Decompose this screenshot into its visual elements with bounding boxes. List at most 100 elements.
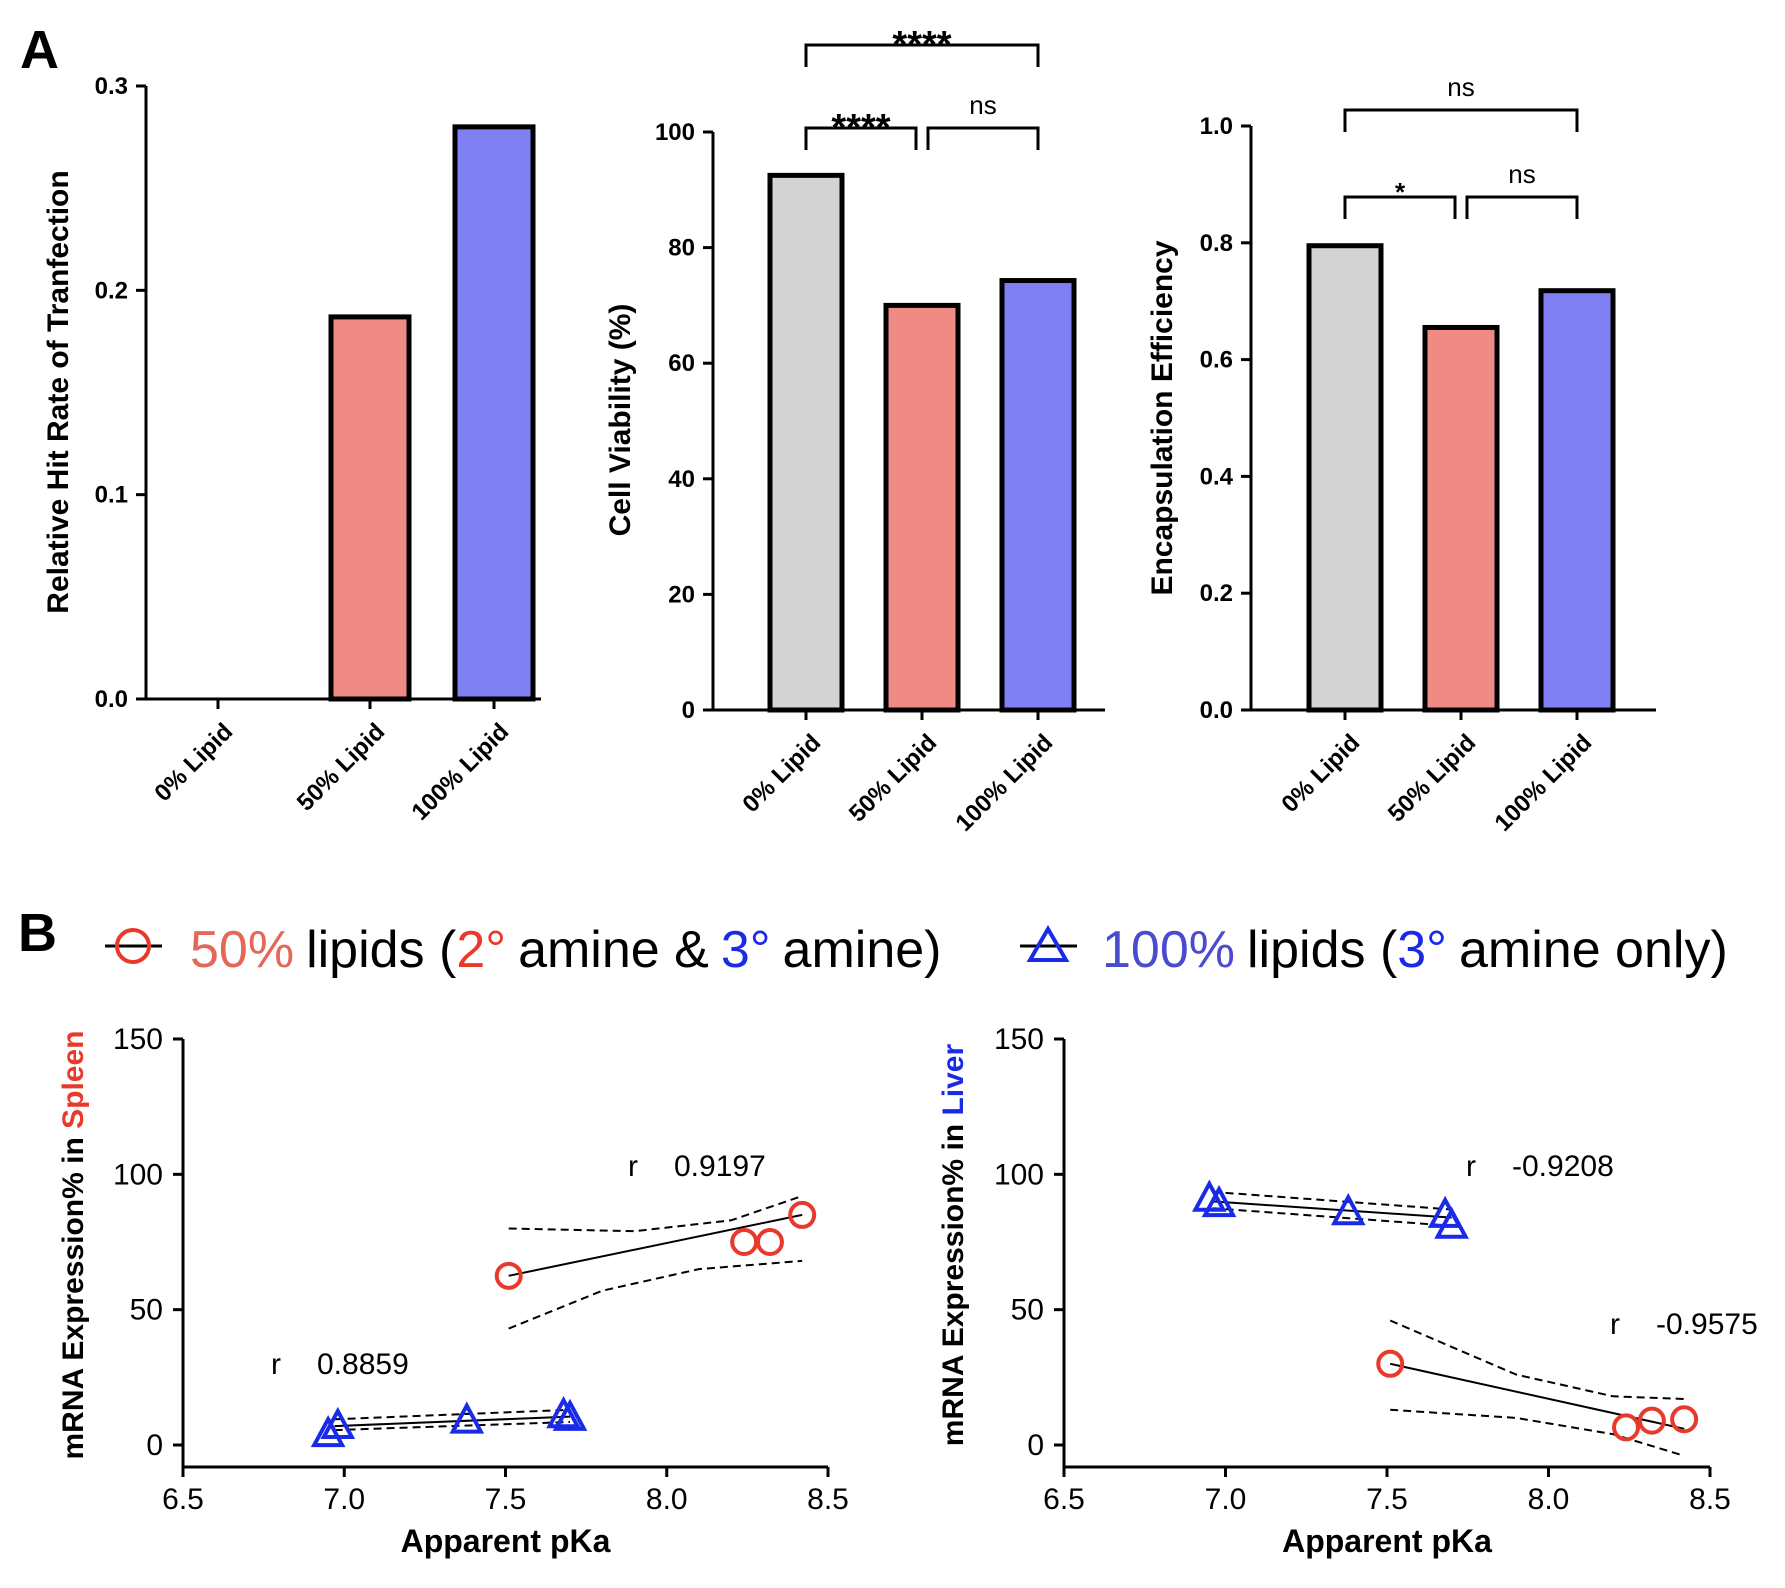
y-tick-label: 80 bbox=[668, 235, 695, 262]
x-tick-label: 50% Lipid bbox=[292, 718, 390, 816]
data-point-triangle bbox=[310, 1414, 346, 1448]
y-tick-label: 0.0 bbox=[95, 686, 128, 713]
y-tick-label: 100 bbox=[994, 1158, 1044, 1191]
x-tick-label: 8.5 bbox=[807, 1483, 849, 1516]
x-tick-label: 100% Lipid bbox=[406, 718, 514, 826]
scatter-chart-1: 0 50 100 150 6.5 7.0 7.5 8.0 8.5 Apparent pKa mRNA… bbox=[57, 1023, 849, 1559]
scatter-chart-2: 0 50 100 150 6.5 7.0 7.5 8.0 8.5 Apparent pKa mRNA… bbox=[937, 1023, 1758, 1559]
legend-series-1: 50% lipids (2° amine & 3° amine) bbox=[190, 921, 942, 979]
legend-s1-w1: lipids ( bbox=[306, 921, 457, 979]
r-value: -0.9208 bbox=[1512, 1150, 1614, 1183]
data-point-circle bbox=[755, 1228, 784, 1256]
y-axis-label-prefix: mRNA Expression% in bbox=[57, 1129, 90, 1460]
x-tick-label: 8.5 bbox=[1689, 1483, 1731, 1516]
data-point-circle bbox=[788, 1200, 817, 1229]
legend-s2-deg3: 3° bbox=[1397, 921, 1447, 979]
x-tick-label: 100% Lipid bbox=[1489, 729, 1597, 837]
x-tick-label: 50% Lipid bbox=[1383, 729, 1481, 827]
x-tick-label: 0% Lipid bbox=[1276, 729, 1365, 818]
charts: 0.00.10.20.30% Lipid 50% Lipid 100% LipidR… bbox=[42, 24, 1758, 1559]
x-tick-label: 7.0 bbox=[1205, 1483, 1247, 1516]
data-point-triangle bbox=[449, 1401, 485, 1434]
y-tick-label: 0 bbox=[1027, 1429, 1044, 1462]
legend-s1-deg3: 3° bbox=[721, 921, 771, 979]
data-point-circle bbox=[1670, 1405, 1699, 1434]
legend-s1-w2: amine & bbox=[518, 921, 709, 979]
panel-label-a: A bbox=[20, 20, 59, 80]
r-label: r bbox=[271, 1348, 281, 1381]
ci-upper bbox=[508, 1195, 803, 1233]
r-label: r bbox=[1466, 1150, 1476, 1183]
data-point-triangle bbox=[1330, 1193, 1366, 1226]
y-tick-label: 0.6 bbox=[1200, 347, 1233, 374]
ci-lower bbox=[1212, 1207, 1452, 1227]
x-tick-label: 8.0 bbox=[1528, 1483, 1570, 1516]
x-tick-label: 100% Lipid bbox=[950, 729, 1058, 837]
fit-line bbox=[508, 1213, 803, 1277]
legend-s1-w3: amine) bbox=[783, 921, 942, 979]
y-tick-label: 100 bbox=[655, 119, 695, 146]
significance-bracket bbox=[1343, 195, 1457, 219]
legend-s2-w2: amine only) bbox=[1459, 921, 1728, 979]
y-tick-label: 0.2 bbox=[95, 277, 128, 304]
fit-line bbox=[1212, 1200, 1452, 1219]
r-label: r bbox=[1610, 1308, 1620, 1341]
significance-label: ns bbox=[969, 90, 996, 120]
bar-2 bbox=[328, 314, 412, 702]
r-value: 0.9197 bbox=[674, 1150, 766, 1183]
y-axis-label-organ: Spleen bbox=[57, 1030, 90, 1128]
data-point-triangle bbox=[320, 1406, 356, 1440]
r-value: -0.9575 bbox=[1656, 1308, 1758, 1341]
y-tick-label: 0.1 bbox=[95, 482, 128, 509]
bar-2 bbox=[1422, 324, 1500, 713]
x-tick-label: 6.5 bbox=[162, 1483, 204, 1516]
ci-upper bbox=[334, 1408, 571, 1421]
y-tick-label: 0.2 bbox=[1200, 580, 1233, 607]
x-tick-label: 0% Lipid bbox=[149, 718, 238, 807]
x-tick-label: 7.5 bbox=[1366, 1483, 1408, 1516]
y-tick-label: 50 bbox=[1011, 1294, 1044, 1327]
significance-label: **** bbox=[892, 24, 951, 66]
bar-3 bbox=[1538, 288, 1616, 713]
significance-bracket bbox=[804, 126, 918, 150]
y-axis-label: mRNA Expression% in Liver bbox=[937, 1044, 970, 1447]
legend-s2-w1: lipids ( bbox=[1247, 921, 1398, 979]
legend-triangle-marker bbox=[1020, 925, 1077, 962]
significance-bracket bbox=[1465, 195, 1579, 219]
bar-chart-2: 0 20 40 60 80 100 0% Lipid 50% Lipid 100% Lipid C… bbox=[604, 24, 1105, 837]
significance-bracket bbox=[804, 43, 1040, 67]
legend-s2-pct: 100% bbox=[1102, 921, 1235, 979]
y-tick-label: 0.4 bbox=[1200, 463, 1234, 490]
y-tick-label: 0.8 bbox=[1200, 230, 1233, 257]
y-tick-label: 0 bbox=[146, 1429, 163, 1462]
y-tick-label: 100 bbox=[113, 1158, 163, 1191]
ci-lower bbox=[508, 1259, 803, 1330]
y-axis-label-organ: Liver bbox=[937, 1044, 970, 1116]
legend-circle-marker bbox=[105, 928, 162, 964]
y-axis-label: Relative Hit Rate of Tranfection bbox=[42, 170, 75, 613]
x-tick-label: 7.5 bbox=[485, 1483, 527, 1516]
y-tick-label: 150 bbox=[994, 1023, 1044, 1056]
x-tick-label: 7.0 bbox=[323, 1483, 365, 1516]
bar-3 bbox=[452, 124, 536, 702]
bar-chart-3: 0.0 0.2 0.4 0.6 0.8 1.0 0% Lipid 50% Lipid 100% … bbox=[1146, 72, 1656, 837]
x-axis-label: Apparent pKa bbox=[1282, 1523, 1492, 1559]
data-point-circle bbox=[1612, 1413, 1641, 1442]
y-tick-label: 60 bbox=[668, 350, 695, 377]
y-tick-label: 0 bbox=[682, 697, 695, 724]
y-tick-label: 0.0 bbox=[1200, 697, 1233, 724]
data-point-circle bbox=[730, 1228, 759, 1256]
ci-lower bbox=[1390, 1408, 1685, 1457]
data-point-triangle bbox=[1434, 1206, 1469, 1239]
significance-bracket bbox=[926, 126, 1040, 150]
data-point-triangle bbox=[546, 1396, 581, 1429]
r-label: r bbox=[628, 1150, 638, 1183]
significance-label: ns bbox=[1447, 72, 1474, 102]
y-axis-label: mRNA Expression% in Spleen bbox=[57, 1030, 90, 1459]
y-tick-label: 0.3 bbox=[95, 73, 128, 100]
data-point-circle bbox=[1376, 1349, 1405, 1378]
legend: 50% lipids (2° amine & 3° amine) 100% lipids … bbox=[105, 921, 1728, 979]
x-tick-label: 8.0 bbox=[646, 1483, 688, 1516]
ci-lower bbox=[334, 1421, 571, 1432]
